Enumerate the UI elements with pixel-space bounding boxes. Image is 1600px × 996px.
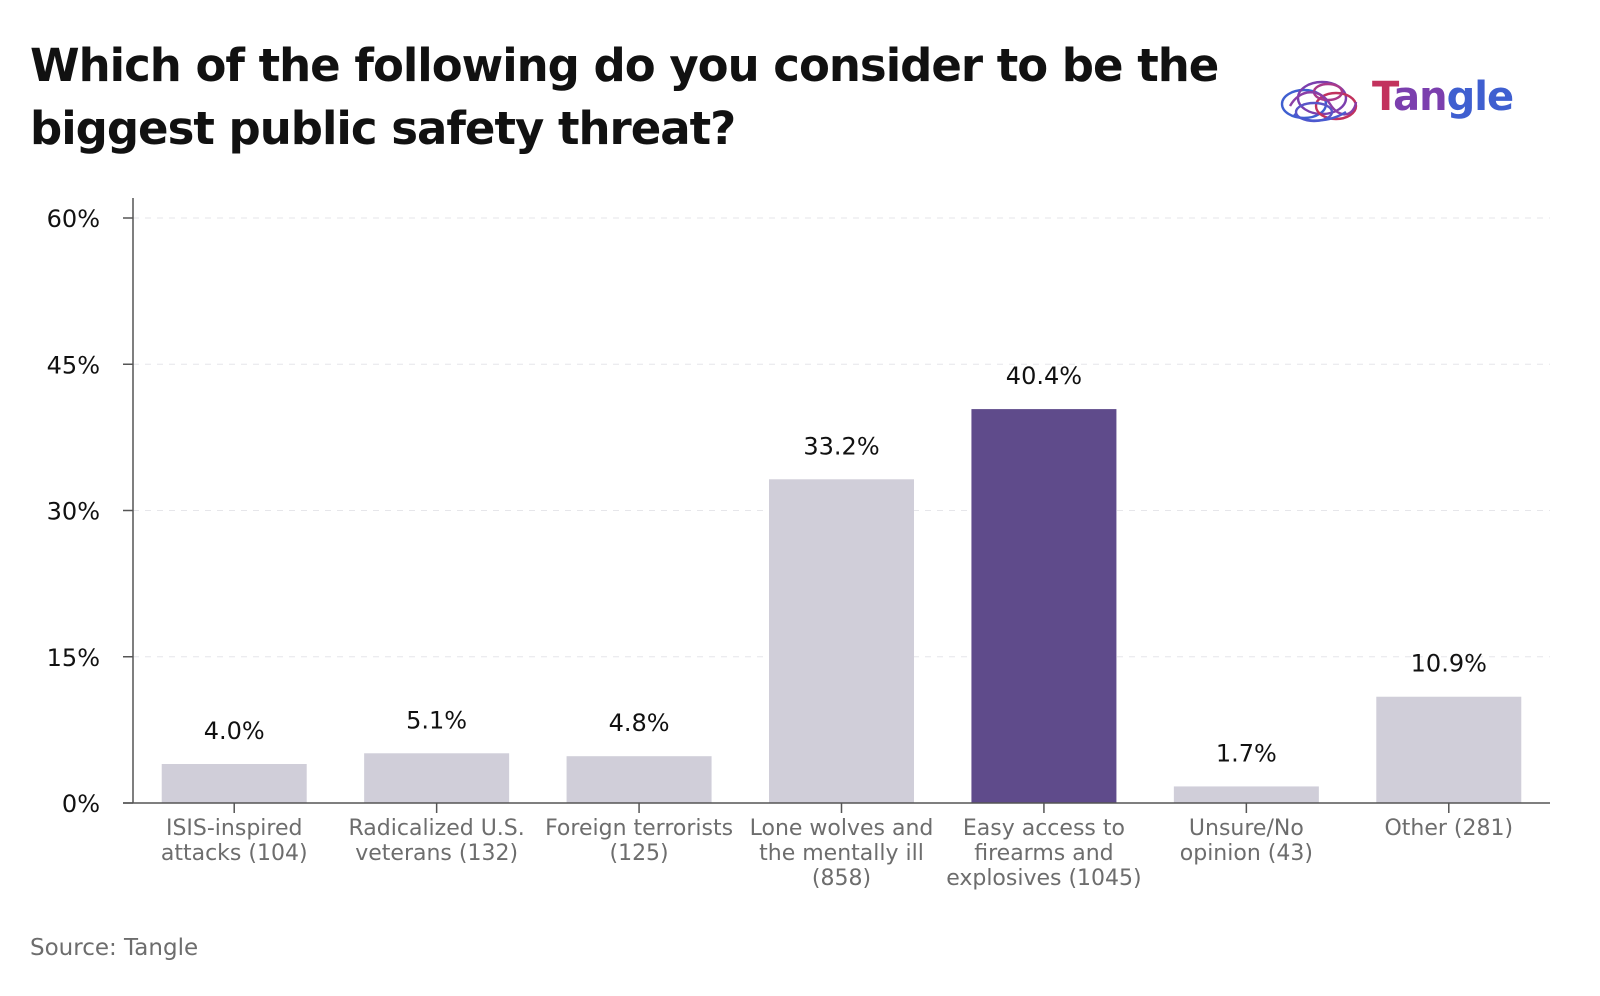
logo-wordmark: Tangle xyxy=(1372,74,1514,120)
x-tick-label: Unsure/No xyxy=(1189,816,1304,841)
bar xyxy=(566,756,712,803)
x-tick-label: Lone wolves and xyxy=(750,816,934,841)
axis-layer xyxy=(123,198,1550,813)
x-tick-label: ISIS-inspired xyxy=(166,816,303,841)
x-tick-label: the mentally ill xyxy=(759,841,924,866)
y-tick-label: 0% xyxy=(62,790,100,818)
chart-title: Which of the following do you consider t… xyxy=(30,39,1219,155)
bar xyxy=(1376,696,1522,803)
bar xyxy=(1173,786,1319,803)
y-tick-label: 45% xyxy=(47,351,100,379)
x-tick-label: attacks (104) xyxy=(161,841,308,866)
x-tick-label: opinion (43) xyxy=(1180,841,1313,866)
source-note: Source: Tangle xyxy=(30,935,199,961)
bar-layer xyxy=(161,409,1522,803)
x-tick-label: (858) xyxy=(812,866,871,891)
x-tick-label: Foreign terrorists xyxy=(545,816,733,841)
bar xyxy=(769,479,914,803)
data-label: 4.8% xyxy=(609,709,670,737)
data-label: 1.7% xyxy=(1216,739,1277,767)
y-tick-label: 15% xyxy=(47,644,100,672)
bar xyxy=(364,753,510,803)
x-tick-label: firearms and xyxy=(974,841,1113,866)
bar xyxy=(971,409,1117,803)
data-label: 40.4% xyxy=(1006,362,1082,390)
y-tick-label: 30% xyxy=(47,498,100,526)
brain-tangle-icon xyxy=(1280,80,1358,123)
x-tick-label: (125) xyxy=(609,841,668,866)
data-label: 5.1% xyxy=(406,706,467,734)
x-tick-label: veterans (132) xyxy=(355,841,518,866)
y-tick-label: 60% xyxy=(47,205,100,233)
x-tick-label: Radicalized U.S. xyxy=(349,816,525,841)
data-label: 10.9% xyxy=(1411,650,1487,678)
x-tick-label: Other (281) xyxy=(1384,816,1513,841)
bar xyxy=(161,764,307,803)
data-label: 33.2% xyxy=(803,432,879,460)
tangle-logo: Tangle xyxy=(1270,66,1530,142)
x-tick-label: explosives (1045) xyxy=(946,866,1141,891)
data-label: 4.0% xyxy=(204,717,265,745)
x-tick-label: Easy access to xyxy=(963,816,1125,841)
